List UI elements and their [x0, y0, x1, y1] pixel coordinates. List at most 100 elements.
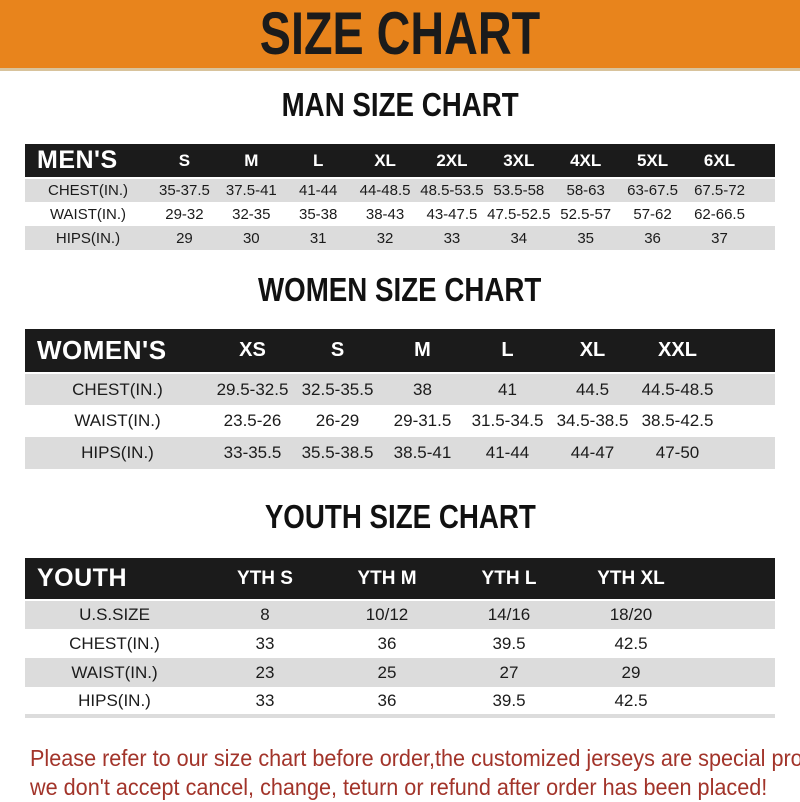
- man-section-title-text: MAN SIZE CHART: [281, 86, 519, 123]
- size-value-cell: 14/16: [487, 605, 531, 624]
- size-value-cell: 57-62: [633, 205, 672, 223]
- table-row: HIPS(IN.) 33 36 39.5 42.5: [25, 687, 775, 716]
- size-value-cell: 44-47: [570, 443, 615, 462]
- size-value-cell: 35-37.5: [159, 182, 210, 199]
- table-row: U.S.SIZE 8 10/12 14/16 18/20: [25, 600, 775, 629]
- size-value-cell: 32: [376, 229, 394, 247]
- size-value-cell: 37: [711, 229, 728, 247]
- footer-disclaimer: Please refer to our size chart before or…: [30, 744, 800, 802]
- table-header-row: MEN'S S M L XL 2XL 3XL 4XL 5XL 6XL: [25, 144, 775, 179]
- size-value-cell: 35-38: [299, 205, 338, 223]
- men-size-table: MEN'S S M L XL 2XL 3XL 4XL 5XL 6XL CHEST(IN.) 35-37…: [25, 144, 775, 250]
- man-section-title: MAN SIZE CHART: [0, 87, 800, 130]
- size-value-cell: 42.5: [614, 633, 648, 653]
- filler-cell: [692, 687, 775, 716]
- table-header-row: YOUTH YTH S YTH M YTH L YTH XL: [25, 558, 775, 601]
- filler-cell: [692, 658, 775, 687]
- row-label-cell: CHEST(IN.): [72, 379, 163, 399]
- size-value-cell: 29: [621, 662, 641, 682]
- size-header-cell: L: [465, 329, 550, 374]
- size-header-cell: 4XL: [552, 144, 620, 179]
- size-value-cell: 41-44: [299, 182, 338, 199]
- size-value-cell: 29: [176, 229, 193, 247]
- size-header-cell: 3XL: [485, 144, 553, 179]
- youth-size-table: YOUTH YTH S YTH M YTH L YTH XL U.S.SIZE 8 10/12…: [25, 558, 775, 718]
- filler-cell: [692, 558, 775, 601]
- filler-cell: [720, 405, 775, 437]
- filler-cell: [753, 226, 775, 250]
- size-value-cell: 36: [644, 229, 661, 247]
- size-value-cell: 33: [255, 633, 275, 653]
- footer-line-2: we don't accept cancel, change, teturn o…: [30, 774, 768, 800]
- size-value-cell: 38.5-42.5: [641, 411, 714, 430]
- filler-cell: [720, 373, 775, 405]
- size-header-cell: XL: [351, 144, 419, 179]
- size-header-cell: XL: [550, 329, 635, 374]
- size-header-cell: YTH S: [204, 558, 326, 601]
- youth-section-title-text: YOUTH SIZE CHART: [264, 498, 536, 535]
- size-value-cell: 30: [242, 229, 260, 247]
- row-label-cell: U.S.SIZE: [79, 605, 150, 624]
- row-label-cell: HIPS(IN.): [55, 229, 121, 247]
- size-chart-banner: SIZE CHART: [0, 0, 800, 71]
- size-value-cell: 41-44: [485, 443, 530, 462]
- size-value-cell: 39.5: [492, 633, 526, 653]
- table-row: WAIST(IN.) 23.5-26 26-29 29-31.5 31.5-34.5 34…: [25, 405, 775, 437]
- size-header-cell: S: [295, 329, 380, 374]
- size-header-cell: M: [217, 144, 285, 179]
- row-label-cell: WAIST(IN.): [74, 411, 161, 430]
- filler-cell: [753, 144, 775, 179]
- row-label-cell: WAIST(IN.): [49, 205, 127, 223]
- size-value-cell: 29.5-32.5: [216, 379, 289, 399]
- filler-cell: [753, 202, 775, 226]
- size-value-cell: 23: [255, 662, 275, 682]
- row-label-cell: WAIST(IN.): [71, 662, 158, 682]
- size-value-cell: 32.5-35.5: [301, 379, 374, 399]
- size-value-cell: 43-47.5: [426, 205, 478, 223]
- filler-cell: [692, 600, 775, 629]
- footer-line-1: Please refer to our size chart before or…: [30, 745, 800, 771]
- size-value-cell: 44.5-48.5: [641, 379, 714, 399]
- size-value-cell: 29-32: [165, 205, 204, 223]
- size-value-cell: 39.5: [492, 690, 526, 710]
- size-value-cell: 38.5-41: [393, 443, 452, 462]
- size-value-cell: 47-50: [655, 443, 700, 462]
- size-value-cell: 31: [309, 229, 327, 247]
- size-value-cell: 63-67.5: [627, 182, 678, 199]
- size-value-cell: 42.5: [614, 690, 648, 710]
- size-value-cell: 38: [413, 379, 432, 399]
- size-header-cell: YTH XL: [570, 558, 692, 601]
- size-value-cell: 31.5-34.5: [471, 411, 544, 430]
- size-value-cell: 33: [443, 229, 461, 247]
- row-label-cell: HIPS(IN.): [81, 443, 154, 462]
- size-value-cell: 33: [255, 690, 275, 710]
- size-value-cell: 67.5-72: [694, 182, 745, 199]
- size-value-cell: 33-35.5: [223, 443, 282, 462]
- size-value-cell: 29-31.5: [393, 411, 452, 430]
- size-value-cell: 18/20: [609, 605, 653, 624]
- size-header-cell: 2XL: [418, 144, 486, 179]
- table-row: HIPS(IN.) 29 30 31 32 33 34 35 36 37: [25, 226, 775, 250]
- size-value-cell: 41: [498, 379, 517, 399]
- filler-cell: [692, 629, 775, 658]
- size-value-cell: 62-66.5: [694, 205, 745, 223]
- size-header-cell: S: [151, 144, 218, 179]
- size-value-cell: 26-29: [315, 411, 360, 430]
- youth-section-title: YOUTH SIZE CHART: [0, 499, 800, 542]
- table-row: CHEST(IN.) 35-37.5 37.5-41 41-44 44-48.5 48.5…: [25, 178, 775, 202]
- size-value-cell: 58-63: [566, 182, 605, 199]
- filler-cell: [720, 437, 775, 469]
- size-value-cell: 34.5-38.5: [556, 411, 629, 430]
- size-header-cell: XS: [210, 329, 295, 374]
- size-header-cell: 6XL: [686, 144, 753, 179]
- size-value-cell: 52.5-57: [560, 205, 612, 223]
- table-row: WAIST(IN.) 23 25 27 29: [25, 658, 775, 687]
- filler-cell: [753, 178, 775, 202]
- size-value-cell: 34: [510, 229, 528, 247]
- size-value-cell: 23.5-26: [223, 411, 282, 430]
- table-title-cell: YOUTH: [25, 558, 204, 601]
- size-header-cell: XXL: [635, 329, 720, 374]
- size-value-cell: 44.5: [575, 379, 610, 399]
- size-header-cell: YTH L: [448, 558, 570, 601]
- filler-cell: [720, 329, 775, 374]
